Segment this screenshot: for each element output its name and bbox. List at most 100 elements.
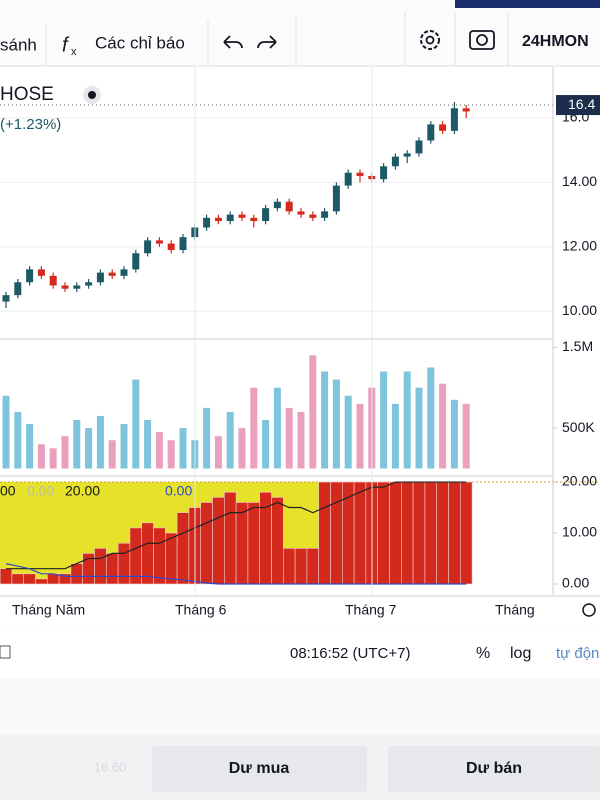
compare-button[interactable]: sánh <box>0 35 37 54</box>
candle-body <box>285 201 293 212</box>
volume-bar <box>2 395 10 469</box>
volume-bar <box>120 424 128 469</box>
volume-bar <box>285 407 293 469</box>
candle-body <box>391 156 399 167</box>
top-strip <box>455 0 600 8</box>
candle-body <box>179 237 187 251</box>
candle-body <box>427 124 435 141</box>
y-tick-label: 10.00 <box>562 524 597 540</box>
indicator-bar <box>176 512 190 585</box>
time-axis-label: Tháng Năm <box>12 602 85 618</box>
volume-bar <box>96 415 104 469</box>
percent-toggle[interactable]: % <box>476 645 490 662</box>
indicator-label: 0.00 <box>165 483 192 499</box>
indicator-bar <box>377 481 390 585</box>
indicator-bar <box>46 573 60 585</box>
legend-status-dot <box>88 91 96 99</box>
time-axis-label: Tháng <box>495 602 535 618</box>
candle-body <box>226 214 234 222</box>
volume-bar <box>450 399 458 469</box>
y-tick-label: 10.00 <box>562 302 597 318</box>
symbol[interactable]: 24HMON <box>522 33 589 50</box>
volume-bar <box>26 424 34 469</box>
volume-bar <box>262 420 270 469</box>
candle-body <box>155 240 163 244</box>
time-axis-label: Tháng 6 <box>175 602 227 618</box>
volume-bar <box>462 403 470 469</box>
y-tick-label: 1.5M <box>562 338 593 354</box>
undo-button[interactable] <box>223 35 243 49</box>
buy-button[interactable] <box>152 746 367 792</box>
indicator-bar <box>306 548 319 585</box>
log-toggle[interactable]: log <box>510 645 531 662</box>
settings-button[interactable] <box>420 30 440 50</box>
candle-body <box>73 285 81 289</box>
clock: 08:16:52 (UTC+7) <box>290 645 410 662</box>
indicator-bar <box>94 548 107 585</box>
screenshot-button[interactable] <box>469 30 495 50</box>
candle-body <box>26 269 34 283</box>
indicator-line <box>6 481 467 570</box>
indicator-bar <box>412 481 426 585</box>
candle-body <box>309 214 317 218</box>
volume-bar <box>309 355 317 469</box>
volume-bar <box>49 448 57 469</box>
indicator-bar <box>117 542 131 585</box>
candle-body <box>462 108 470 112</box>
indicator-bar <box>400 481 414 585</box>
candle-body <box>415 140 423 154</box>
indicator-bar <box>318 481 331 585</box>
fx-icon[interactable]: f <box>62 34 70 56</box>
indicator-bar <box>23 573 36 585</box>
indicator-label: 00 <box>0 483 16 499</box>
buy-label[interactable]: Dư mua <box>229 760 290 777</box>
settings-icon-core <box>425 35 435 45</box>
indicator-bar <box>294 548 308 585</box>
volume-bar <box>226 411 234 469</box>
volume-bar <box>37 444 45 469</box>
candle-body <box>14 282 22 296</box>
indicator-bar <box>70 563 84 585</box>
indicator-bar <box>247 502 260 585</box>
last-price-label: 16.4 <box>568 96 595 112</box>
volume-bar <box>321 371 329 469</box>
indicator-bar <box>224 491 237 585</box>
volume-bar <box>415 387 423 469</box>
candle-body <box>380 166 388 180</box>
sell-label[interactable]: Dư bán <box>466 760 522 777</box>
candle-body <box>450 108 458 131</box>
candle-body <box>120 269 128 276</box>
auto-toggle[interactable]: tự động <box>556 645 600 662</box>
toolbar <box>0 0 600 66</box>
candle-body <box>108 272 116 276</box>
indicator-bar <box>424 481 437 585</box>
sell-button[interactable] <box>388 746 600 792</box>
volume-bar <box>132 379 140 469</box>
volume-bar <box>427 367 435 469</box>
indicator-bar <box>353 481 367 585</box>
indicator-bar <box>35 578 48 585</box>
time-axis-settings[interactable] <box>582 603 596 617</box>
indicator-label: 20.00 <box>65 483 100 499</box>
y-tick-label: 14.00 <box>562 173 597 189</box>
redo-button[interactable] <box>257 35 277 49</box>
camera-lens <box>476 34 488 46</box>
volume-bar <box>155 432 163 469</box>
indicator-bar <box>271 497 284 585</box>
volume-bar <box>73 420 81 469</box>
volume-bar <box>380 371 388 469</box>
indicator-bar <box>106 553 119 585</box>
indicator-bar <box>436 481 449 585</box>
volume-bar <box>332 379 340 469</box>
indicators-button[interactable]: Các chỉ báo <box>95 33 185 52</box>
candle-body <box>332 185 340 212</box>
volume-bar <box>144 420 152 469</box>
candle-body <box>2 295 10 302</box>
indicator-bar <box>165 532 178 585</box>
date-range-icon[interactable] <box>0 645 11 659</box>
volume-bar <box>85 428 93 469</box>
indicator-bar <box>212 497 225 585</box>
volume-bar <box>14 411 22 469</box>
indicator-line <box>5 563 467 585</box>
